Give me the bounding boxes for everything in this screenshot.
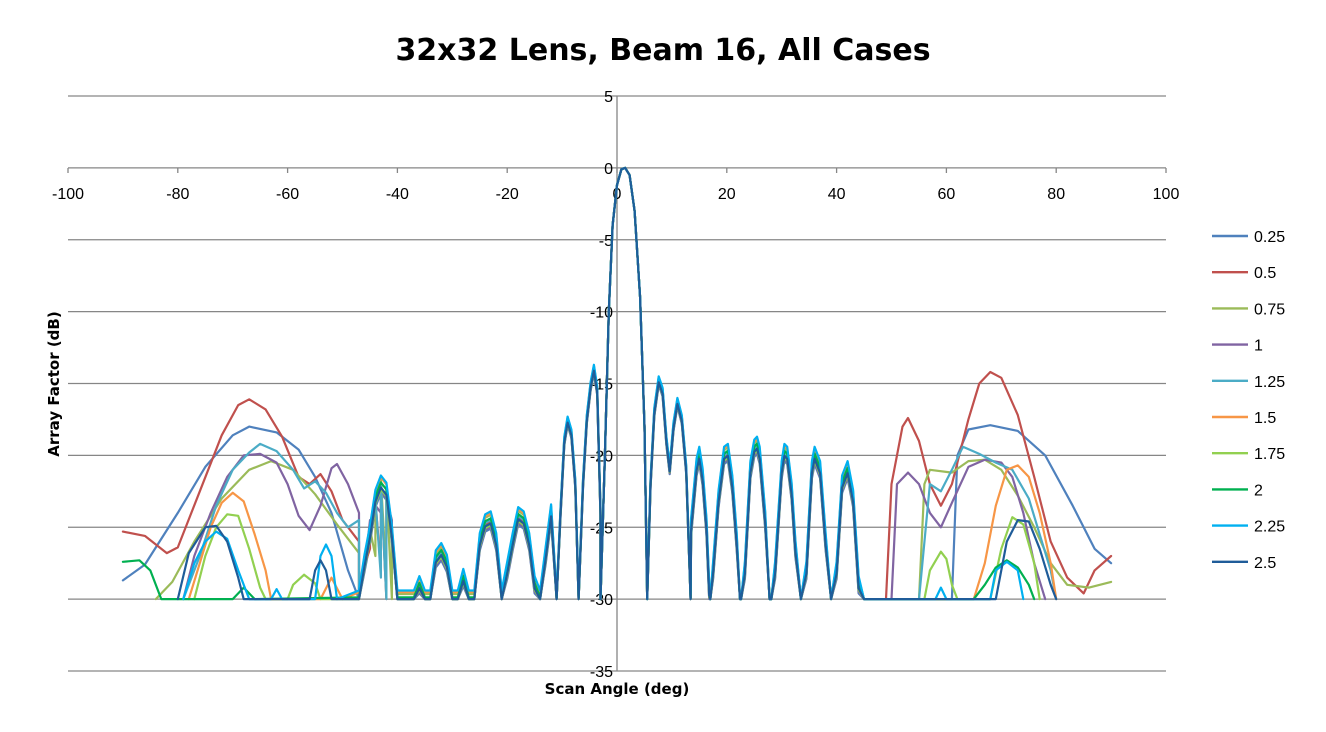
- legend-label: 0.75: [1254, 301, 1285, 318]
- x-tick-label: 100: [1153, 186, 1180, 203]
- x-tick-label: 20: [718, 186, 736, 203]
- y-tick-label: 5: [604, 89, 613, 106]
- y-tick-label: -35: [590, 664, 613, 681]
- y-tick-label: -5: [599, 233, 613, 250]
- x-tick-label: 60: [938, 186, 956, 203]
- legend-label: 2.25: [1254, 519, 1285, 536]
- legend-label: 1.25: [1254, 374, 1285, 391]
- legend-label: 0.5: [1254, 265, 1276, 282]
- x-tick-label: 40: [828, 186, 846, 203]
- legend: 0.25 0.5 0.75 1 1.25 1.5 1.75 2 2.25 2.5: [1212, 229, 1285, 572]
- y-tick-label: -30: [590, 592, 613, 609]
- x-tick-label: -40: [386, 186, 409, 203]
- tick-labels: -100 -80 -60 -40 -20 0 20 40 60 80 10050-5-10-15-2…: [52, 89, 1179, 681]
- x-tick-label: -80: [166, 186, 189, 203]
- y-tick-label: 0: [604, 161, 613, 178]
- y-tick-label: -10: [590, 305, 613, 322]
- legend-label: 1.5: [1254, 410, 1276, 427]
- x-tick-label: -20: [496, 186, 519, 203]
- legend-label: 1.75: [1254, 446, 1285, 463]
- x-tick-label: -60: [276, 186, 299, 203]
- series-line-2.5: [176, 166, 1058, 601]
- y-tick-label: -20: [590, 448, 613, 465]
- chart-title: 32x32 Lens, Beam 16, All Cases: [395, 33, 930, 68]
- legend-label: 1: [1254, 338, 1263, 355]
- x-tick-label: -100: [52, 186, 84, 203]
- legend-label: 0.25: [1254, 229, 1285, 246]
- legend-label: 2: [1254, 482, 1263, 499]
- y-axis-label: Array Factor (dB): [45, 311, 63, 456]
- series-lines: [121, 166, 1113, 601]
- legend-label: 2.5: [1254, 555, 1276, 572]
- x-tick-label: 80: [1047, 186, 1065, 203]
- x-axis-label: Scan Angle (deg): [545, 680, 690, 698]
